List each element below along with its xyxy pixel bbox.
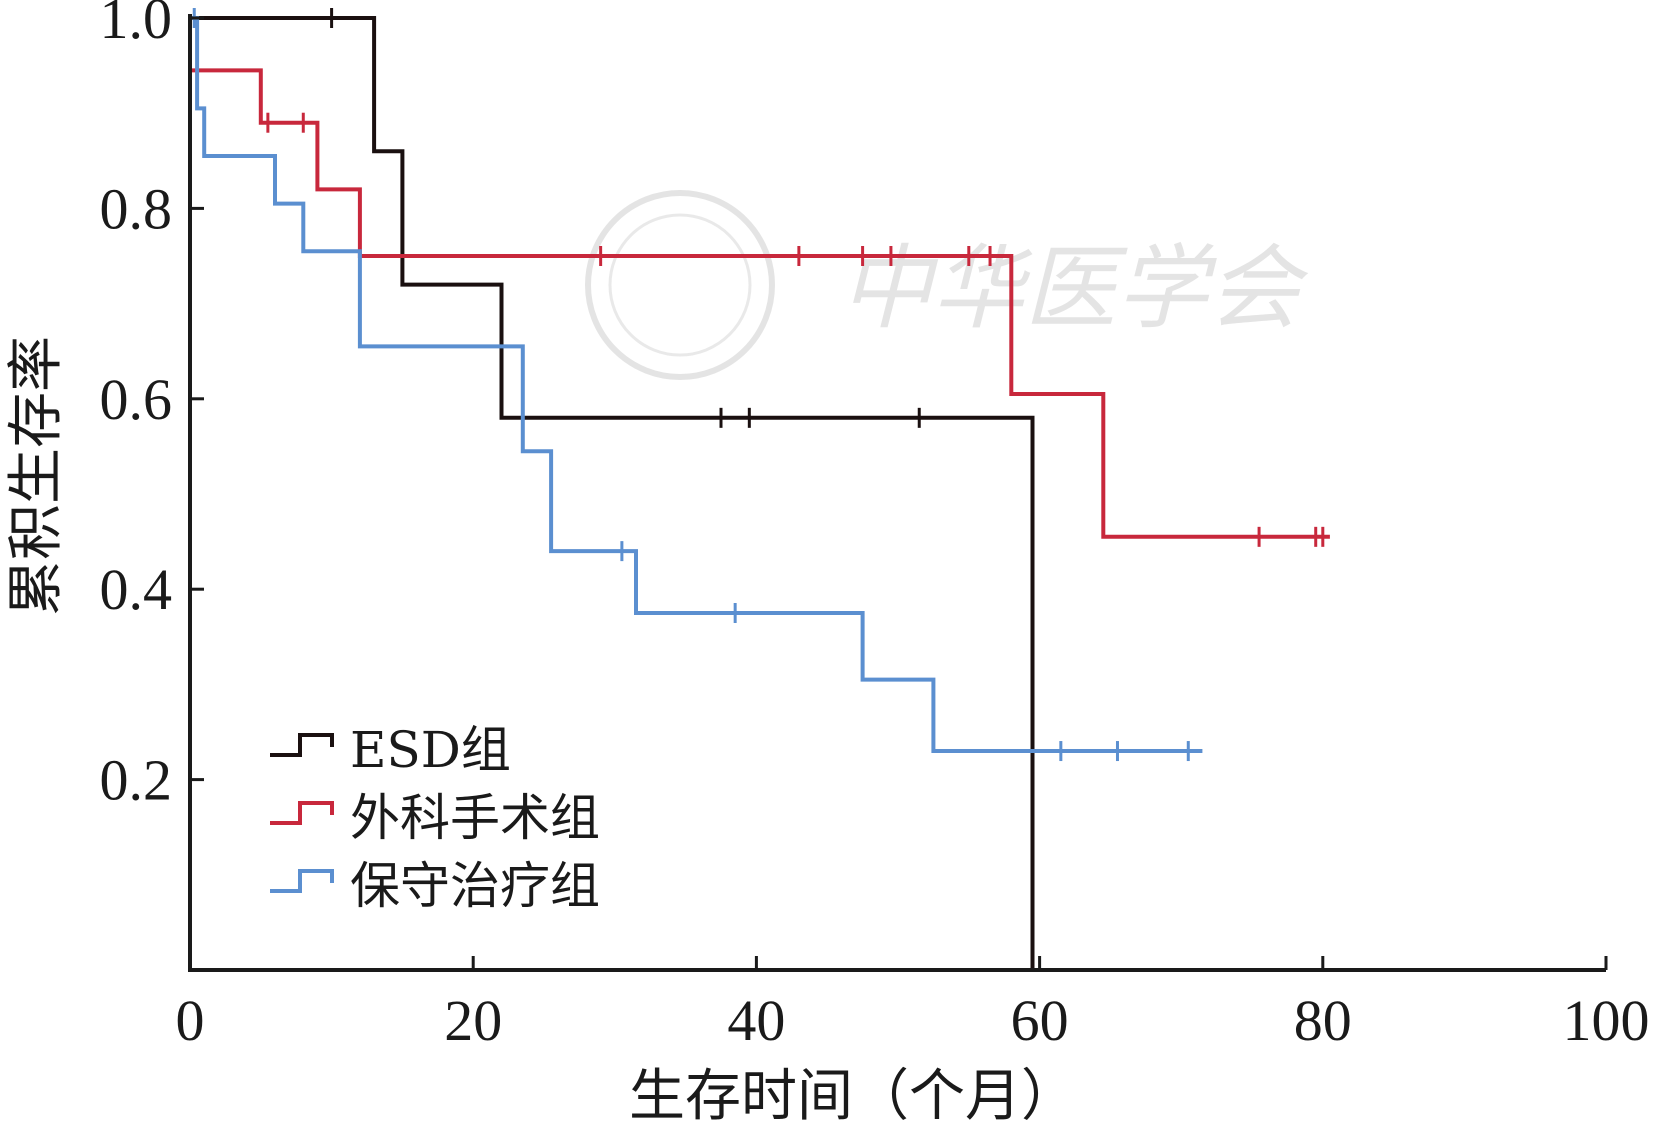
watermark: 中华医学会 xyxy=(585,190,1309,380)
x-tick-label: 80 xyxy=(1294,988,1352,1053)
watermark-seal-inner xyxy=(608,213,752,357)
legend-label: 外科手术组 xyxy=(350,789,600,847)
y-tick-label: 0.4 xyxy=(100,557,173,622)
y-tick-label: 0.2 xyxy=(100,748,173,813)
watermark-seal-icon xyxy=(585,190,775,380)
x-tick-label: 20 xyxy=(444,988,502,1053)
watermark-text: 中华医学会 xyxy=(840,235,1309,342)
plot-area xyxy=(190,8,1330,970)
y-axis-title: 累积生存率 xyxy=(4,336,69,616)
y-tick-label: 0.6 xyxy=(100,367,173,432)
legend-swatch xyxy=(270,801,334,825)
x-tick-label: 60 xyxy=(1011,988,1069,1053)
legend-label: 保守治疗组 xyxy=(350,857,600,915)
series-line xyxy=(190,16,1035,970)
series-line xyxy=(190,68,1330,539)
x-tick-label: 40 xyxy=(727,988,785,1053)
series-2 xyxy=(190,68,1330,547)
x-axis-title: 生存时间（个月） xyxy=(629,1064,1077,1129)
legend-swatch xyxy=(270,869,334,893)
legend-label: ESD组 xyxy=(350,721,511,779)
series-1 xyxy=(190,8,1035,970)
y-tick-label: 0.8 xyxy=(100,176,173,241)
axes: 0 20 40 60 80 100 0.2 0.4 0.6 0.8 1.0 xyxy=(100,0,1650,1053)
y-tick-label: 1.0 xyxy=(100,0,173,51)
legend-swatch xyxy=(270,733,334,757)
series-3 xyxy=(190,8,1203,762)
x-tick-label: 100 xyxy=(1563,988,1650,1053)
x-tick-label: 0 xyxy=(176,988,205,1053)
series-line xyxy=(190,16,1203,753)
